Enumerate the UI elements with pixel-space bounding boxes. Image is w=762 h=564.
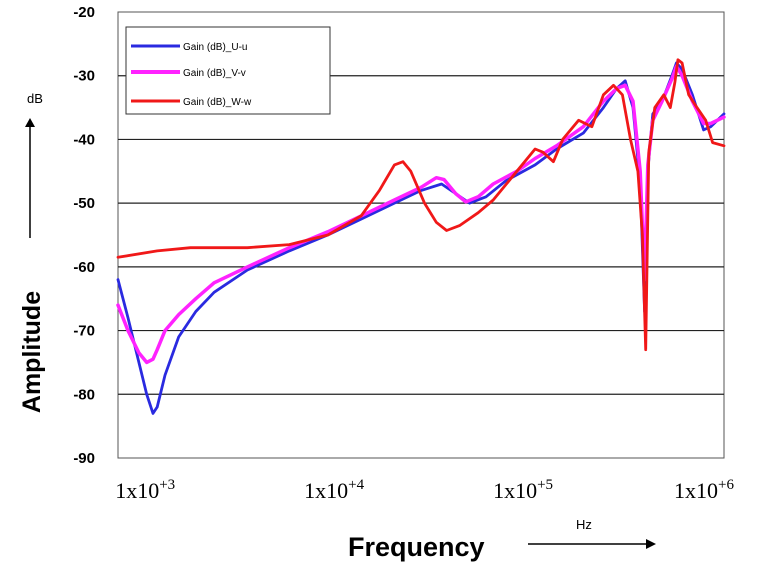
y-tick-label: -50 — [73, 195, 95, 212]
legend-label-v: Gain (dB)_V-v — [183, 68, 246, 79]
x-arrow-head — [646, 539, 656, 549]
x-tick-exponent: +3 — [159, 477, 175, 493]
x-axis-title: Frequency — [348, 532, 485, 562]
y-tick-labels: -20 -30 -40 -50 -60 -70 -80 -90 — [73, 4, 95, 467]
x-tick-exponent: +5 — [537, 477, 553, 493]
y-axis-title: Amplitude — [18, 291, 46, 413]
series-lines — [116, 58, 726, 415]
y-arrow-head — [25, 118, 35, 127]
series-line-2 — [116, 58, 726, 352]
x-tick-base: 1x10 — [674, 478, 718, 503]
x-tick-base: 1x10 — [304, 478, 348, 503]
x-tick-exponent: +6 — [718, 477, 734, 493]
y-tick-label: -80 — [73, 386, 95, 403]
y-tick-label: -70 — [73, 323, 95, 340]
y-tick-label: -60 — [73, 259, 95, 276]
x-unit-label: Hz — [576, 517, 592, 532]
x-tick-label: 1x10+3 — [115, 477, 175, 503]
y-unit-label: dB — [27, 91, 43, 106]
legend-label-u: Gain (dB)_U-u — [183, 42, 247, 53]
legend: Gain (dB)_U-u Gain (dB)_V-v Gain (dB)_W-… — [125, 26, 331, 115]
y-tick-label: -40 — [73, 131, 95, 148]
x-tick-label: 1x10+4 — [304, 477, 364, 503]
y-tick-label: -90 — [73, 450, 95, 467]
x-tick-base: 1x10 — [493, 478, 537, 503]
x-tick-label: 1x10+5 — [493, 477, 553, 503]
x-tick-label: 1x10+6 — [674, 477, 734, 503]
x-tick-exponent: +4 — [348, 477, 364, 493]
legend-label-w: Gain (dB)_W-w — [183, 97, 252, 108]
x-tick-labels: 1x10+3 1x10+4 1x10+5 1x10+6 — [115, 477, 734, 503]
y-tick-label: -30 — [73, 68, 95, 85]
y-tick-label: -20 — [73, 4, 95, 21]
x-tick-base: 1x10 — [115, 478, 159, 503]
